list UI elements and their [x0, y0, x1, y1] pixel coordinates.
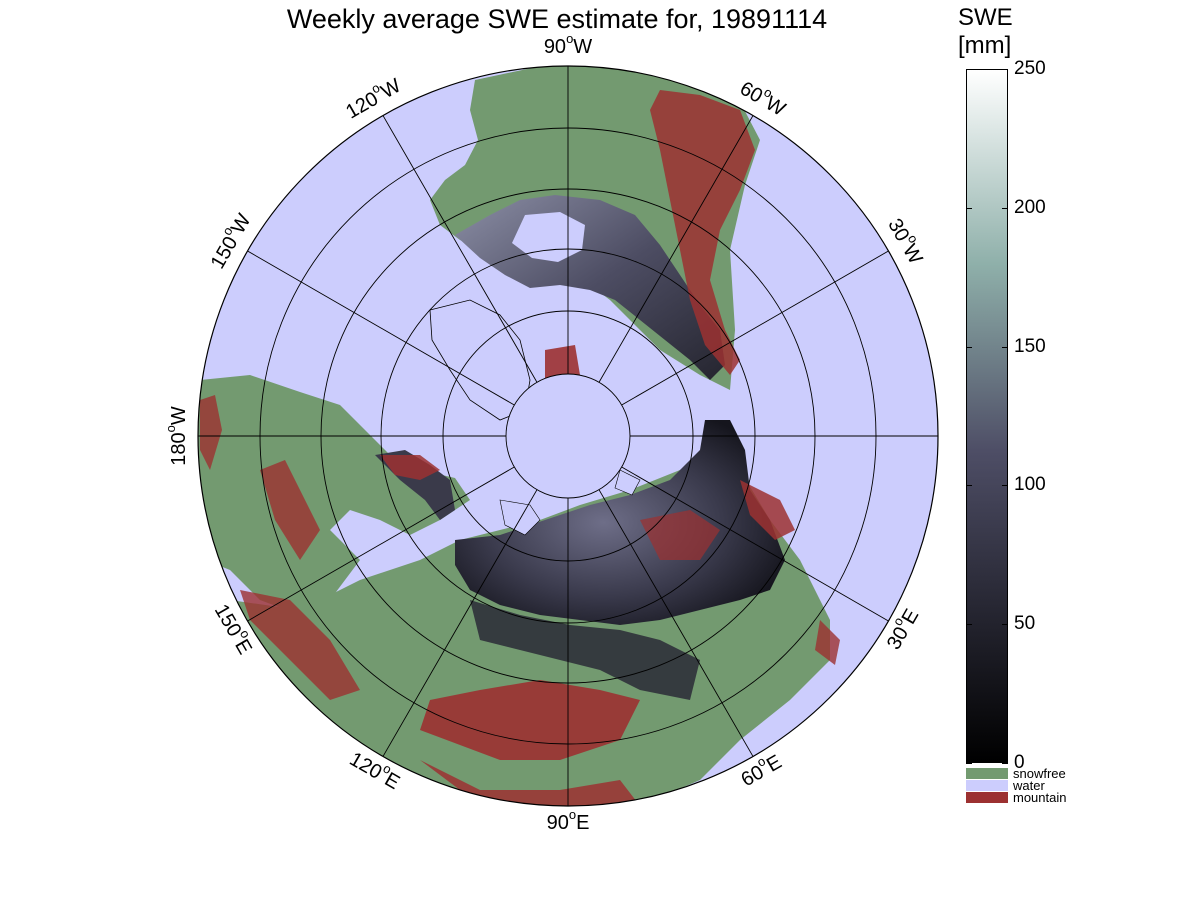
longitude-label-text: 90oE [547, 807, 590, 834]
colorbar-tick-label: 100 [1014, 474, 1046, 496]
longitude-value: 30 [883, 623, 913, 653]
colorbar-title: SWE [mm] [958, 4, 1013, 60]
degree-symbol: o [569, 807, 576, 822]
degree-symbol: o [163, 425, 178, 432]
arctic-islands [499, 469, 641, 536]
meridian-line [598, 115, 754, 383]
longitude-hemisphere: E [763, 751, 786, 777]
colorbar-title-quantity: SWE [958, 4, 1013, 31]
longitude-value: 90 [544, 36, 566, 58]
longitude-hemisphere: E [576, 812, 589, 834]
category-swatch-snowfree [966, 768, 1008, 779]
colorbar-tick-label: 0 [1014, 752, 1025, 773]
colorbar-tick-mark [966, 624, 972, 626]
longitude-value: 150 [207, 233, 243, 273]
arctic-ocean [506, 374, 630, 498]
snow-central-asia [470, 600, 700, 700]
polar-map: 90oW120oW150oW180oW150oE120oE90oE60oE30o… [163, 31, 939, 834]
longitude-value: 90 [547, 812, 569, 834]
category-label-snowfree: snowfree [1013, 766, 1066, 781]
colorbar-tick-label: 50 [1014, 613, 1036, 635]
meridian-line [247, 250, 515, 406]
longitude-value: 60 [736, 78, 766, 108]
longitude-hemisphere: W [168, 406, 190, 425]
longitude-hemisphere: W [573, 36, 592, 58]
longitude-hemisphere: E [230, 636, 256, 659]
longitude-label: 90oE [547, 807, 590, 834]
colorbar-tick-mark [1002, 69, 1008, 70]
colorbar-tick-mark [966, 763, 972, 764]
colorbar-tick-mark [966, 207, 972, 209]
meridian-line [382, 115, 538, 383]
mountain-areas [200, 90, 840, 806]
water-hudson-bay-2 [512, 212, 585, 262]
degree-symbol: o [566, 31, 573, 46]
colorbar-tick-mark [966, 485, 972, 487]
colorbar-tick-mark [966, 346, 972, 348]
longitude-hemisphere: W [898, 241, 927, 268]
colorbar-gradient [966, 69, 1008, 763]
land-layer [198, 66, 840, 806]
map-title: Weekly average SWE estimate for, 1989111… [286, 4, 828, 34]
meridian-line [382, 489, 538, 757]
category-label-mountain: mountain [1013, 790, 1067, 805]
meridian-lines [198, 66, 938, 806]
graticule [197, 65, 939, 807]
colorbar-title-unit: [mm] [958, 32, 1012, 59]
meridian-line [598, 489, 754, 757]
category-label-water: water [1013, 778, 1045, 793]
colorbar-tick-mark [1002, 624, 1008, 626]
longitude-hemisphere: W [378, 75, 405, 104]
meridian-line [621, 466, 889, 622]
colorbar-tick-label: 250 [1014, 58, 1046, 79]
snow-siberia [455, 420, 785, 625]
colorbar-tick-mark [1002, 763, 1008, 764]
longitude-label: 180oW [163, 406, 190, 466]
colorbar-tick-mark [966, 69, 972, 70]
longitude-label-text: 90oW [544, 31, 592, 58]
colorbar-tick-mark [1002, 346, 1008, 348]
meridian-line [621, 250, 889, 406]
colorbar-tick-mark [1002, 485, 1008, 487]
colorbar-tick-mark [1002, 207, 1008, 209]
colorbar-tick-label: 150 [1014, 335, 1046, 357]
longitude-label: 90oW [544, 31, 592, 58]
colorbar-tick-label: 200 [1014, 196, 1046, 218]
longitude-label-text: 180oW [163, 406, 190, 466]
category-swatch-water [966, 780, 1008, 791]
longitude-value: 180 [168, 432, 190, 465]
category-swatch-mountain [966, 792, 1008, 803]
meridian-line [247, 466, 515, 622]
